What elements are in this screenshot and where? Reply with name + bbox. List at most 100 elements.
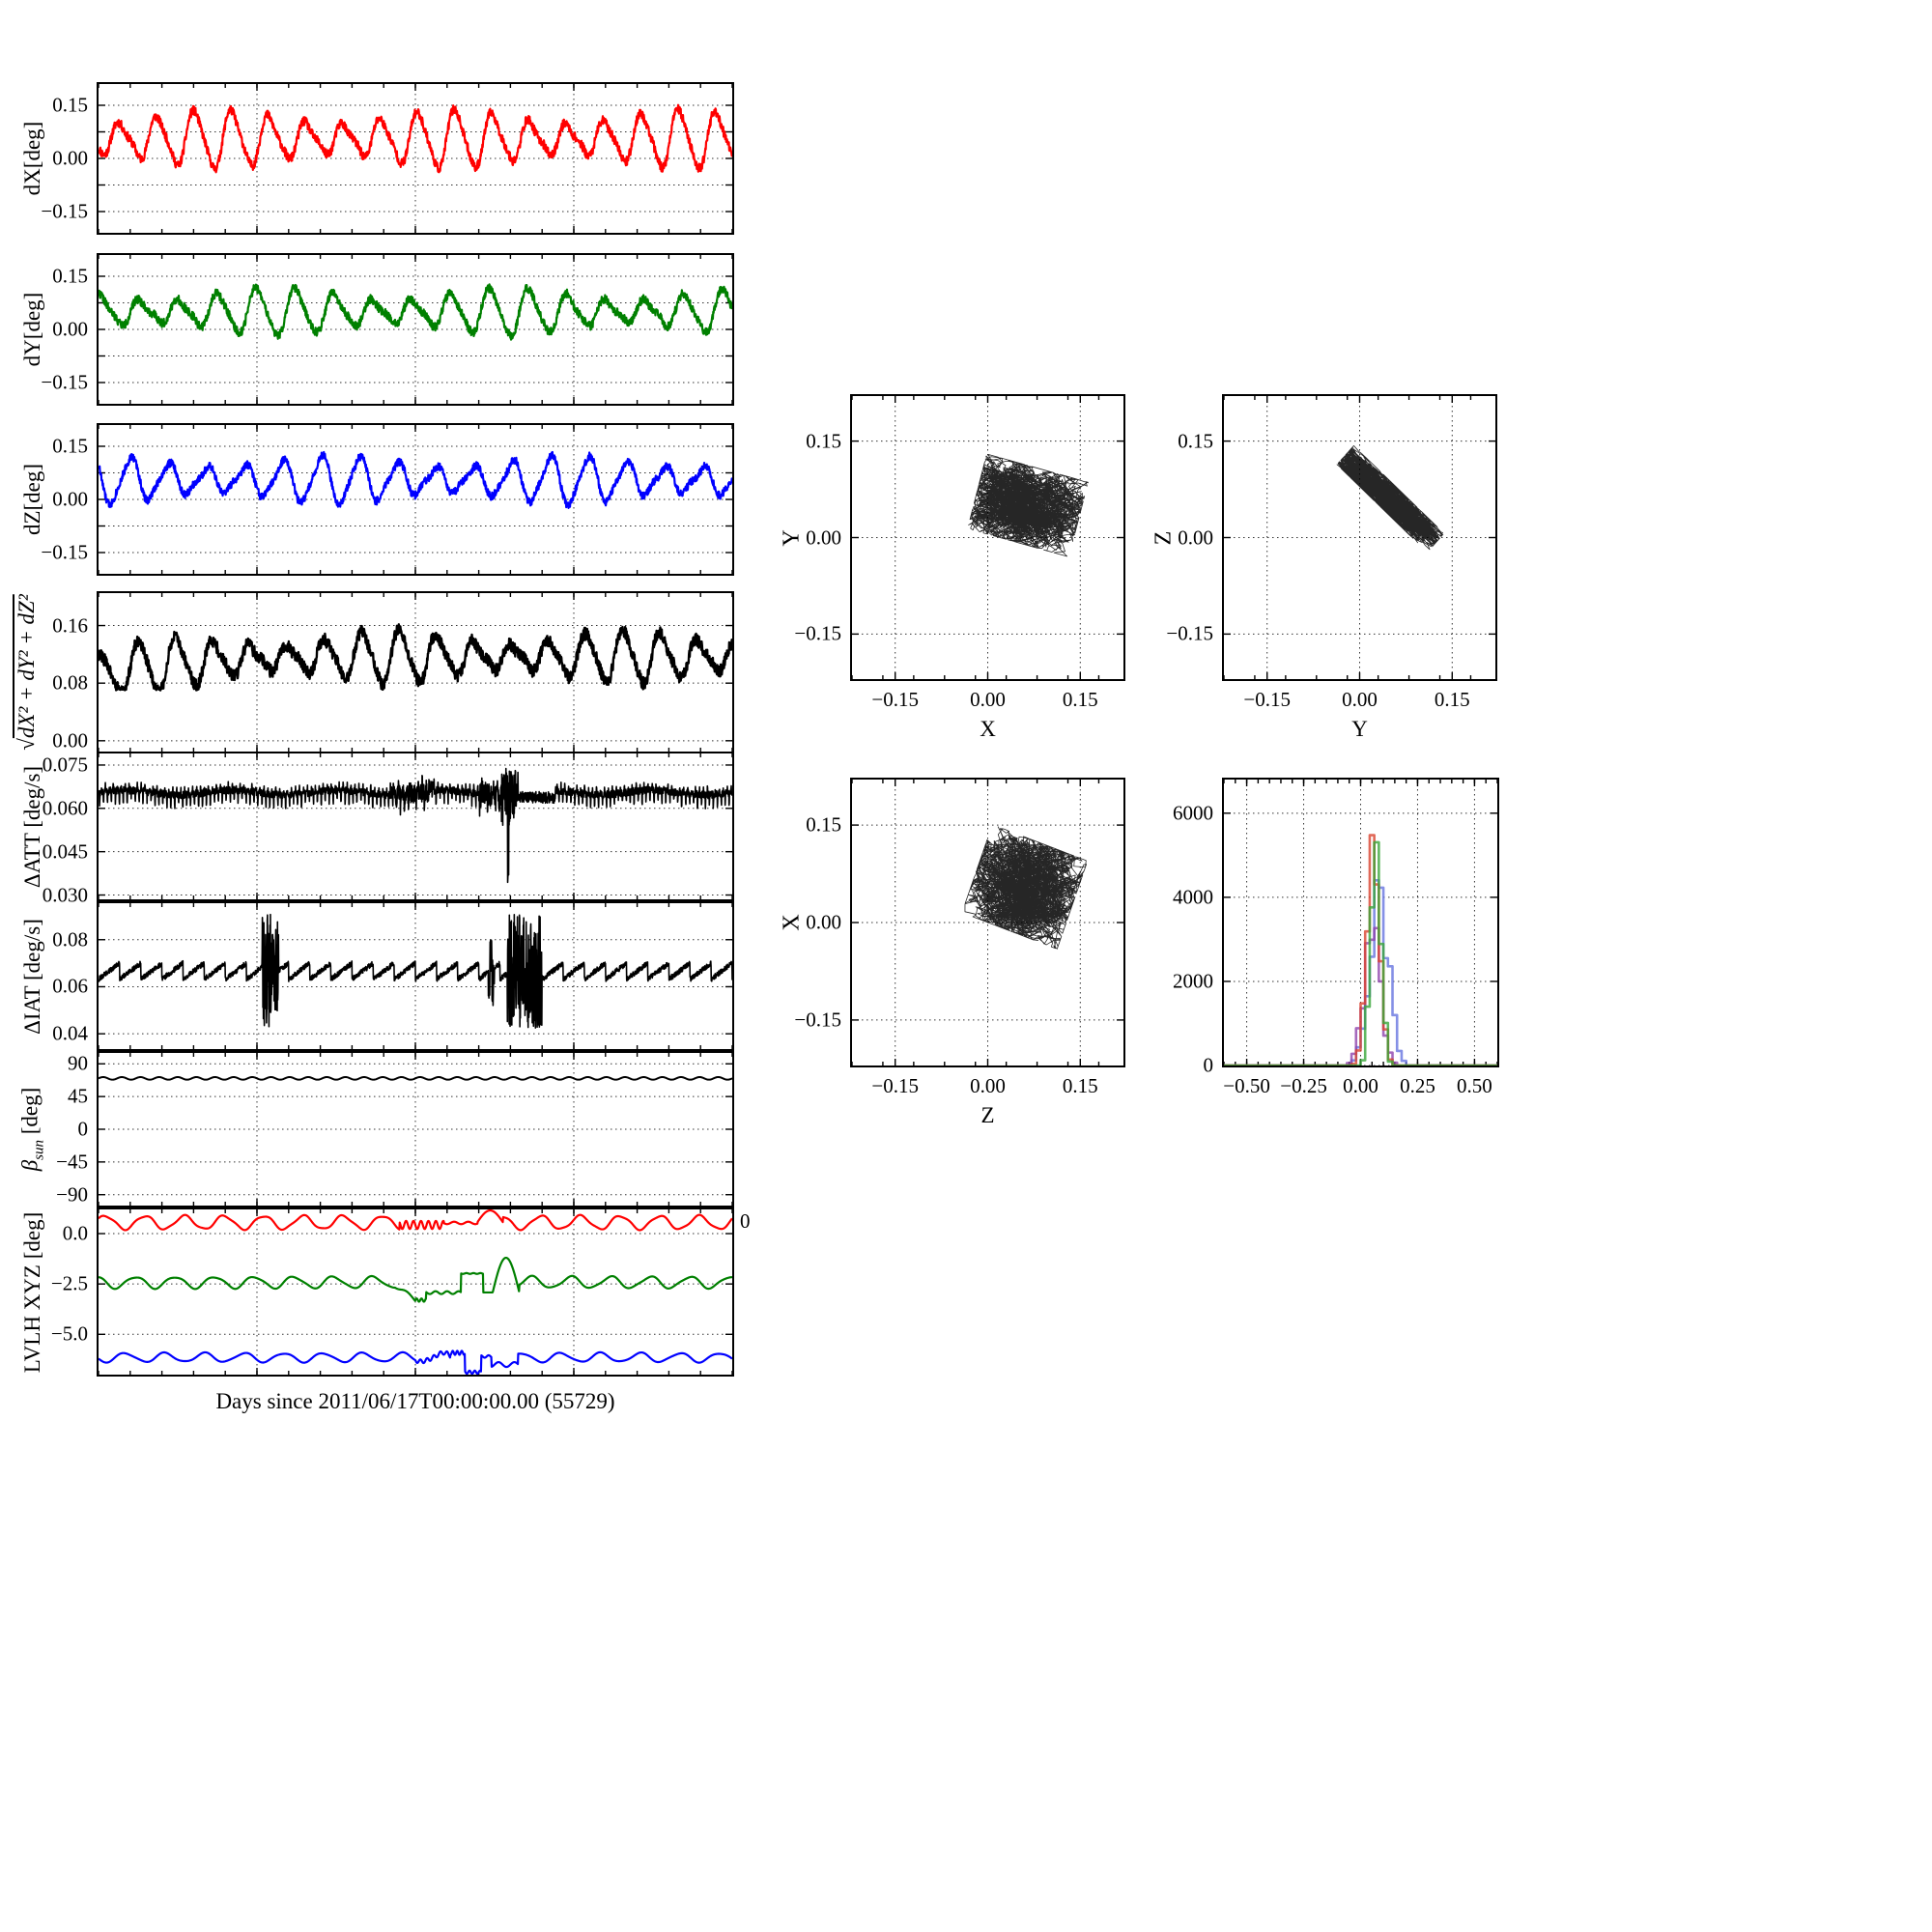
scatter-panel-y-vs-x: Y X −0.15 0.00 0.15 −0.15 0.00 0.15 [763, 386, 1145, 755]
histogram-panel: 0 2000 4000 6000 −0.50 −0.25 0.00 0.25 0.50 [1135, 770, 1521, 1147]
y-tick-label: −5.0 [50, 1321, 88, 1346]
y-tick-label: 0.00 [52, 487, 88, 511]
y-tick-label: 0.075 [42, 753, 88, 777]
y-tick-label: 0.00 [52, 146, 88, 170]
y-tick-label: 0.15 [52, 264, 88, 288]
x-tick-label: 0.00 [1342, 688, 1378, 711]
lvlh-plot-area [97, 1208, 734, 1377]
scatter-yx-xlabel: X [980, 717, 996, 741]
dz-canvas [99, 425, 732, 574]
y-tick-label: 4000 [1173, 885, 1213, 909]
diat-canvas [99, 903, 732, 1049]
x-tick-label: 0.25 [1400, 1074, 1435, 1097]
radical-symbol: √ [14, 738, 39, 751]
norm-expression: dX² + dY² + dZ² [14, 594, 39, 739]
y-tick-label: 0.08 [52, 670, 88, 695]
x-tick-label: 0.00 [1343, 1074, 1378, 1097]
x-tick-label: 0.00 [970, 1074, 1006, 1097]
scatter-xz-canvas [852, 780, 1123, 1065]
y-tick-label: −0.15 [41, 370, 88, 394]
y-tick-label: −45 [56, 1150, 88, 1174]
y-tick-label: 0.030 [42, 883, 88, 906]
dx-canvas [99, 84, 732, 233]
y-tick-label: 0.15 [806, 812, 841, 837]
y-tick-label: 0 [1203, 1053, 1214, 1077]
y-tick-label: −0.15 [1166, 621, 1213, 645]
y-tick-label: 0.16 [52, 613, 88, 638]
y-tick-label: 0.15 [1178, 429, 1213, 453]
y-tick-label: 0.00 [52, 317, 88, 341]
scatter-zy-canvas [1224, 396, 1495, 679]
scatter-yx-canvas [852, 396, 1123, 679]
norm-plot-area [97, 591, 734, 753]
beta-symbol: β [17, 1159, 43, 1172]
beta-subscript: sun [31, 1139, 47, 1160]
y-tick-label: 0 [77, 1117, 89, 1141]
dy-axis-label: dY[deg] [20, 293, 45, 367]
y-tick-label: 0.00 [1178, 526, 1213, 549]
dz-plot-area [97, 423, 734, 576]
y-tick-label: 0.00 [806, 910, 841, 934]
lvlh-axis-label: LVLH XYZ [deg] [20, 1211, 45, 1373]
dy-canvas [99, 255, 732, 404]
scatter-zy-plot-area [1222, 394, 1497, 681]
x-tick-label: 0.15 [1434, 688, 1470, 711]
scatter-xz-plot-area [850, 778, 1125, 1067]
x-tick-label: 0.50 [1457, 1074, 1492, 1097]
y-tick-label: −90 [56, 1182, 88, 1207]
y-tick-label: 0.15 [52, 93, 88, 117]
y-tick-label: −2.5 [50, 1271, 88, 1295]
x-tick-label: 0.15 [1062, 688, 1098, 711]
y-tick-label: 0.045 [42, 839, 88, 864]
y-tick-label: −0.15 [794, 1008, 841, 1032]
scatter-yx-plot-area [850, 394, 1125, 681]
dz-axis-label-text: dZ[deg] [20, 463, 44, 536]
datt-canvas [99, 753, 732, 899]
y-tick-label: −0.15 [794, 621, 841, 645]
y-tick-label: 0.060 [42, 796, 88, 820]
panel-norm: √dX² + dY² + dZ² 0.00 0.08 0.16 [0, 591, 749, 753]
y-tick-label: 2000 [1173, 969, 1213, 993]
panel-dz: dZ[deg] −0.15 0.00 0.15 [0, 423, 749, 576]
y-tick-label: 6000 [1173, 801, 1213, 825]
scatter-xz-xlabel: Z [980, 1103, 995, 1127]
panel-lvlh: LVLH XYZ [deg] 0.0 −2.5 −5.0 [0, 1208, 749, 1377]
histogram-canvas [1224, 780, 1497, 1065]
y-tick-label: 0.15 [52, 434, 88, 458]
lvlh-axis-label-text: LVLH XYZ [deg] [20, 1211, 44, 1373]
beta-units: [deg] [17, 1087, 43, 1140]
panel-dy: dY[deg] −0.15 0.00 0.15 [0, 253, 749, 406]
scatter-zy-xlabel: Y [1351, 717, 1368, 741]
y-tick-label: 90 [68, 1051, 88, 1075]
beta-sun-plot-area [97, 1051, 734, 1208]
y-tick-label: 45 [68, 1084, 88, 1108]
panel-beta-sun: βsun [deg] −90 −45 0 45 90 [0, 1051, 749, 1208]
y-tick-label: 0.08 [52, 927, 88, 952]
datt-axis-label: ΔATT [deg/s] [20, 765, 45, 887]
y-tick-label: −0.15 [41, 199, 88, 223]
scatter-panel-z-vs-y: Z Y −0.15 0.00 0.15 −0.15 0.00 0.15 [1135, 386, 1517, 755]
scatter-yx-ylabel: Y [779, 529, 805, 547]
x-tick-label: 0.00 [970, 688, 1006, 711]
beta-sun-axis-label: βsun [deg] [18, 1088, 48, 1172]
y-tick-label: 0.04 [52, 1021, 88, 1045]
x-tick-label: −0.15 [871, 688, 919, 711]
x-tick-label: −0.15 [1243, 688, 1291, 711]
panel-dx: dX[deg] −0.15 0.00 0.15 [0, 82, 749, 235]
dx-axis-label-text: dX[deg] [20, 121, 44, 196]
diat-plot-area [97, 901, 734, 1051]
scatter-xz-ylabel: X [779, 914, 805, 931]
diat-axis-label: ΔIAT [deg/s] [20, 919, 45, 1035]
dy-plot-area [97, 253, 734, 406]
x-tick-label: −0.25 [1280, 1074, 1327, 1097]
histogram-plot-area [1222, 778, 1499, 1067]
dx-axis-label: dX[deg] [20, 122, 45, 196]
norm-axis-label: √dX² + dY² + dZ² [14, 594, 40, 751]
scatter-panel-x-vs-z: X Z −0.15 0.00 0.15 −0.15 0.00 0.15 [763, 770, 1145, 1147]
norm-canvas [99, 593, 732, 752]
y-tick-label: 0.00 [806, 526, 841, 549]
panel-diat: ΔIAT [deg/s] 0.04 0.06 0.08 [0, 901, 749, 1051]
dz-axis-label: dZ[deg] [20, 464, 45, 535]
y-tick-label: 0.15 [806, 429, 841, 453]
x-axis-label: Days since 2011/06/17T00:00:00.00 (55729… [215, 1389, 615, 1413]
